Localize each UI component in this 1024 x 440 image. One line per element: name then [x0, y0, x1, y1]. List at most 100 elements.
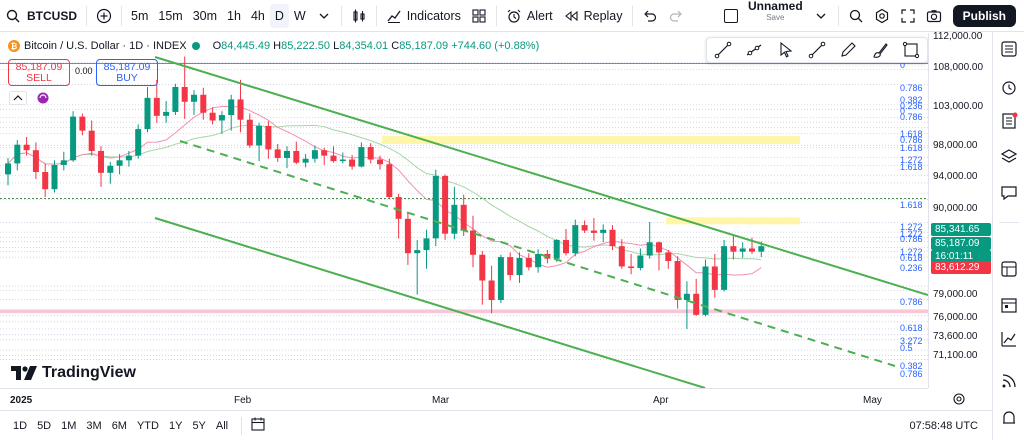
- candle-body: [423, 238, 430, 251]
- utc-clock[interactable]: 07:58:48 UTC: [909, 419, 978, 432]
- pine-editor-icon[interactable]: [1000, 330, 1018, 348]
- line-segment-icon[interactable]: [808, 41, 826, 59]
- data-window-icon[interactable]: [1000, 112, 1018, 130]
- snapshot-button[interactable]: [921, 0, 947, 32]
- streams-icon[interactable]: [1000, 372, 1018, 390]
- range-ytd[interactable]: YTD: [136, 419, 159, 432]
- indicators-button[interactable]: Indicators: [381, 0, 466, 32]
- chart-type-button[interactable]: [346, 0, 372, 32]
- compare-button[interactable]: [91, 0, 117, 32]
- collapse-legend-button[interactable]: [9, 91, 27, 105]
- cursor-icon[interactable]: [777, 41, 795, 59]
- buy-button[interactable]: 85,187.09 BUY: [96, 59, 158, 86]
- interval-w[interactable]: W: [293, 8, 306, 23]
- help-icon[interactable]: [1000, 408, 1018, 426]
- screener-icon[interactable]: [1000, 260, 1018, 278]
- chat-icon[interactable]: [1000, 184, 1018, 202]
- candle-body: [5, 163, 11, 175]
- redo-button[interactable]: [663, 0, 689, 32]
- alarm-clock-icon[interactable]: [1000, 78, 1018, 96]
- ray-icon[interactable]: [745, 41, 763, 59]
- replay-button[interactable]: Replay: [558, 0, 628, 32]
- range-all[interactable]: All: [215, 419, 229, 432]
- replay-label: Replay: [583, 8, 623, 23]
- axis-settings-button[interactable]: [952, 392, 966, 409]
- candle-body: [321, 150, 328, 156]
- price-axis[interactable]: 112,000.00 108,000.00 103,000.00 98,000.00 9…: [928, 31, 992, 388]
- buy-label: BUY: [116, 72, 138, 84]
- layout-checkbox[interactable]: [719, 0, 743, 32]
- range-5d[interactable]: 5D: [37, 419, 52, 432]
- divider: [495, 5, 497, 26]
- range-1y[interactable]: 1Y: [168, 419, 183, 432]
- interval-4h[interactable]: 4h: [250, 8, 265, 23]
- price-chart[interactable]: 1.27200.7860.3820.23600.7861.6180.7861.6…: [0, 33, 928, 388]
- candle-body: [302, 158, 309, 163]
- range-1d[interactable]: 1D: [13, 419, 28, 432]
- templates-button[interactable]: [466, 0, 492, 32]
- pencil-icon[interactable]: [839, 41, 857, 59]
- interval-15m[interactable]: 15m: [158, 8, 183, 23]
- brush-icon[interactable]: [871, 41, 889, 59]
- range-5y[interactable]: 5Y: [192, 419, 206, 432]
- range-1m[interactable]: 1M: [61, 419, 77, 432]
- candle-body: [507, 257, 514, 276]
- price-axis-label: 73,600.00: [933, 330, 978, 342]
- interval-1h[interactable]: 1h: [227, 8, 241, 23]
- layout-dropdown[interactable]: [808, 0, 834, 32]
- candle-body: [79, 116, 86, 131]
- interval-5m[interactable]: 5m: [131, 8, 149, 23]
- candle-body: [88, 130, 95, 151]
- symbol-title[interactable]: Bitcoin / U.S. Dollar · 1D · INDEX: [24, 40, 187, 52]
- candle-body: [339, 159, 346, 162]
- symbol-search[interactable]: BTCUSD: [0, 0, 82, 32]
- layout-save-status: Save: [766, 12, 785, 22]
- undo-button[interactable]: [637, 0, 663, 32]
- rectangle-tool-icon[interactable]: [902, 41, 920, 59]
- trend-line-icon[interactable]: [714, 41, 732, 59]
- fib-label: 0.786: [900, 369, 923, 379]
- price-axis-label: 71,100.00: [933, 350, 978, 362]
- bitcoin-icon: ₿: [8, 40, 20, 52]
- goto-date-button[interactable]: [250, 416, 266, 435]
- gear-icon: [875, 8, 888, 23]
- price-axis-label: 112,000.00: [933, 31, 983, 42]
- watchlist-icon[interactable]: [1000, 40, 1018, 58]
- time-axis[interactable]: 2025 Feb Mar Apr May: [0, 388, 928, 410]
- settings-button[interactable]: [869, 0, 895, 32]
- alert-button[interactable]: Alert: [501, 0, 558, 32]
- market-status-dot: [191, 42, 200, 50]
- layers-icon[interactable]: [1000, 148, 1018, 166]
- time-label-apr: Apr: [653, 395, 669, 406]
- fib-label: 0.236: [900, 263, 923, 273]
- interval-d[interactable]: D: [269, 3, 289, 28]
- candle-body: [674, 261, 681, 301]
- candle-body: [135, 129, 142, 156]
- candle-body: [274, 149, 281, 158]
- divider: [631, 5, 633, 26]
- range-6m[interactable]: 6M: [111, 419, 127, 432]
- sync-button[interactable]: [34, 91, 52, 105]
- fullscreen-icon: [901, 8, 915, 23]
- sell-button[interactable]: 85,187.09 SELL: [8, 59, 70, 86]
- candles-icon: [353, 9, 365, 22]
- price-axis-label: 94,000.00: [933, 171, 978, 183]
- fullscreen-button[interactable]: [895, 0, 921, 32]
- moving-average-slow: [7, 124, 762, 261]
- candle-body: [516, 257, 523, 276]
- calendar-icon[interactable]: [1000, 296, 1018, 314]
- publish-button[interactable]: Publish: [952, 4, 1016, 27]
- camera-icon: [926, 9, 941, 22]
- candle-body: [153, 97, 160, 116]
- interval-dropdown[interactable]: [311, 0, 337, 32]
- quick-search-button[interactable]: [843, 0, 869, 32]
- candle-body: [451, 204, 458, 234]
- candle-body: [70, 116, 77, 161]
- alarm-clock-icon: [507, 9, 521, 23]
- range-3m[interactable]: 3M: [86, 419, 102, 432]
- candle-body: [702, 266, 709, 315]
- interval-30m[interactable]: 30m: [192, 8, 218, 23]
- candle-body: [711, 266, 718, 290]
- candle-body: [600, 229, 607, 233]
- layout-name-button[interactable]: Unnamed Save: [743, 0, 808, 32]
